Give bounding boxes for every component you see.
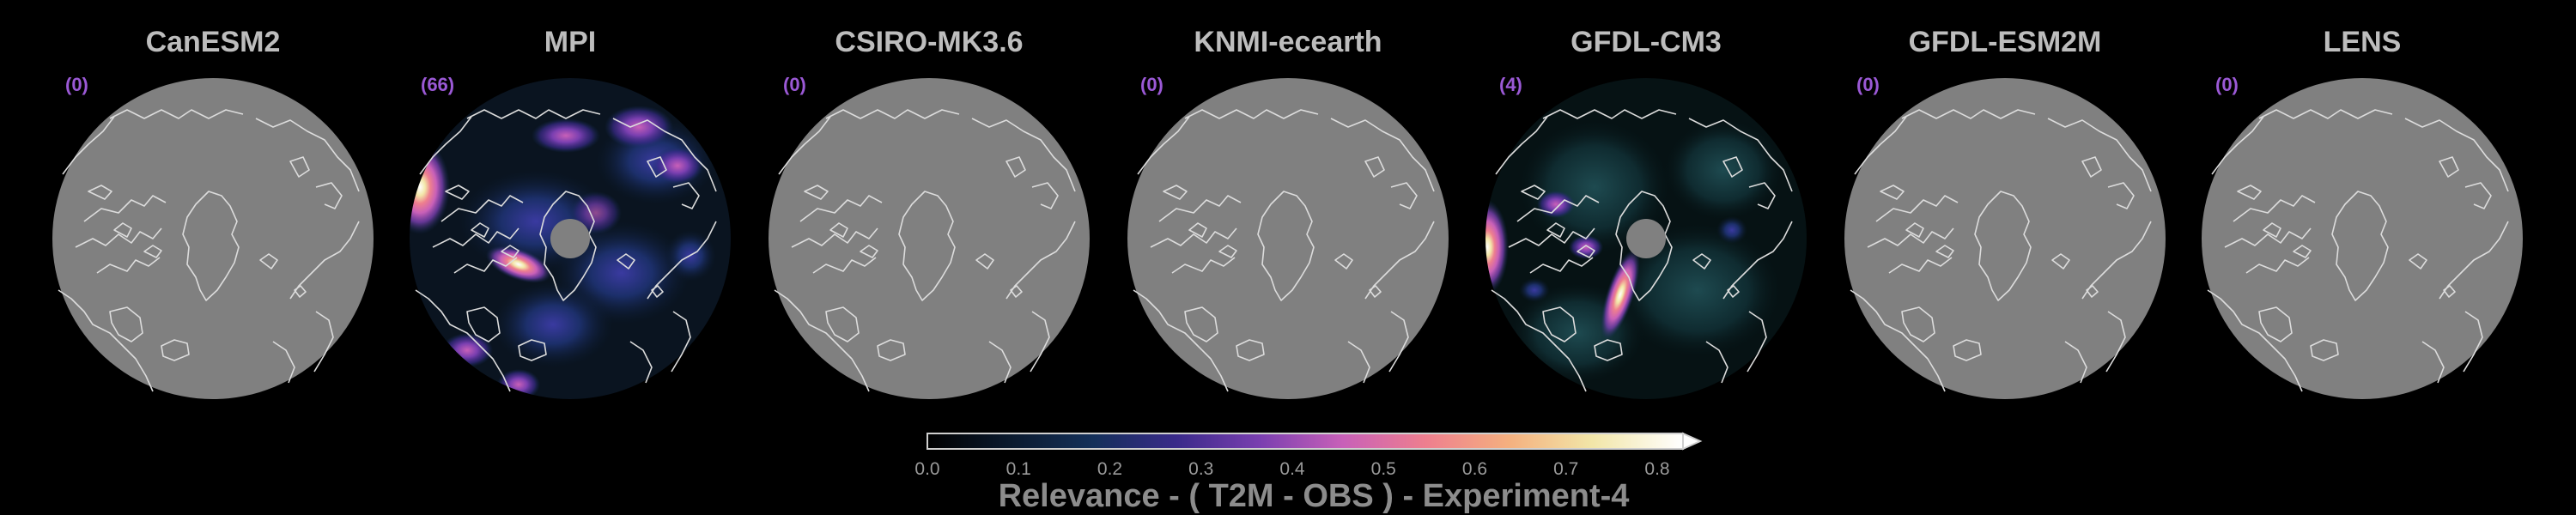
- panel-title: LENS: [2324, 26, 2402, 58]
- colorbar: 0.0 0.1 0.2 0.3 0.4 0.5 0.6 0.7 0.8 Relevance - …: [914, 432, 1703, 514]
- panel-canesm2: [52, 78, 374, 399]
- panel-title: KNMI-ecearth: [1194, 26, 1382, 58]
- pole-hole: [550, 219, 590, 258]
- colorbar-tick-label: 0.0: [914, 459, 939, 479]
- panel-count: (66): [421, 74, 454, 95]
- panel-count: (0): [65, 74, 88, 95]
- map-disc: [2202, 78, 2523, 399]
- colorbar-tick-label: 0.8: [1644, 459, 1669, 479]
- map-disc: [769, 78, 1090, 399]
- pole-hole: [1626, 219, 1666, 258]
- colorbar-ticks: 0.0 0.1 0.2 0.3 0.4 0.5 0.6 0.7 0.8: [914, 459, 1669, 479]
- panel-count: (4): [1499, 74, 1522, 95]
- map-disc: [52, 78, 374, 399]
- panel-title: GFDL-ESM2M: [1909, 26, 2102, 58]
- map-disc: [1127, 78, 1449, 399]
- panel-count: (0): [783, 74, 806, 95]
- colorbar-tick-label: 0.5: [1371, 459, 1396, 479]
- colorbar-tick-label: 0.7: [1553, 459, 1578, 479]
- panel-title: CanESM2: [146, 26, 281, 58]
- colorbar-tick-label: 0.3: [1188, 459, 1213, 479]
- panel-title: CSIRO-MK3.6: [835, 26, 1023, 58]
- colorbar-tick-label: 0.6: [1462, 459, 1487, 479]
- panel-title: GFDL-CM3: [1571, 26, 1722, 58]
- panel-count: (0): [1140, 74, 1163, 95]
- panel-gfdl-esm2m: [1844, 78, 2166, 399]
- panel-mpi: [410, 78, 731, 399]
- panel-title: MPI: [544, 26, 596, 58]
- map-disc: [1844, 78, 2166, 399]
- panel-knmi-ecearth: [1127, 78, 1449, 399]
- colorbar-gradient: [927, 433, 1684, 450]
- colorbar-label: Relevance - ( T2M - OBS ) - Experiment-4: [999, 478, 1630, 514]
- panel-lens: [2202, 78, 2523, 399]
- panel-count: (0): [1856, 74, 1880, 95]
- colorbar-tick-label: 0.4: [1279, 459, 1305, 479]
- panel-count: (0): [2215, 74, 2239, 95]
- colorbar-tick-label: 0.2: [1097, 459, 1122, 479]
- colorbar-tick-label: 0.1: [1006, 459, 1031, 479]
- panel-gfdl-cm3: [1485, 78, 1807, 399]
- panel-csiro-mk3-6: [769, 78, 1090, 399]
- colorbar-extend-arrow: [1682, 432, 1703, 451]
